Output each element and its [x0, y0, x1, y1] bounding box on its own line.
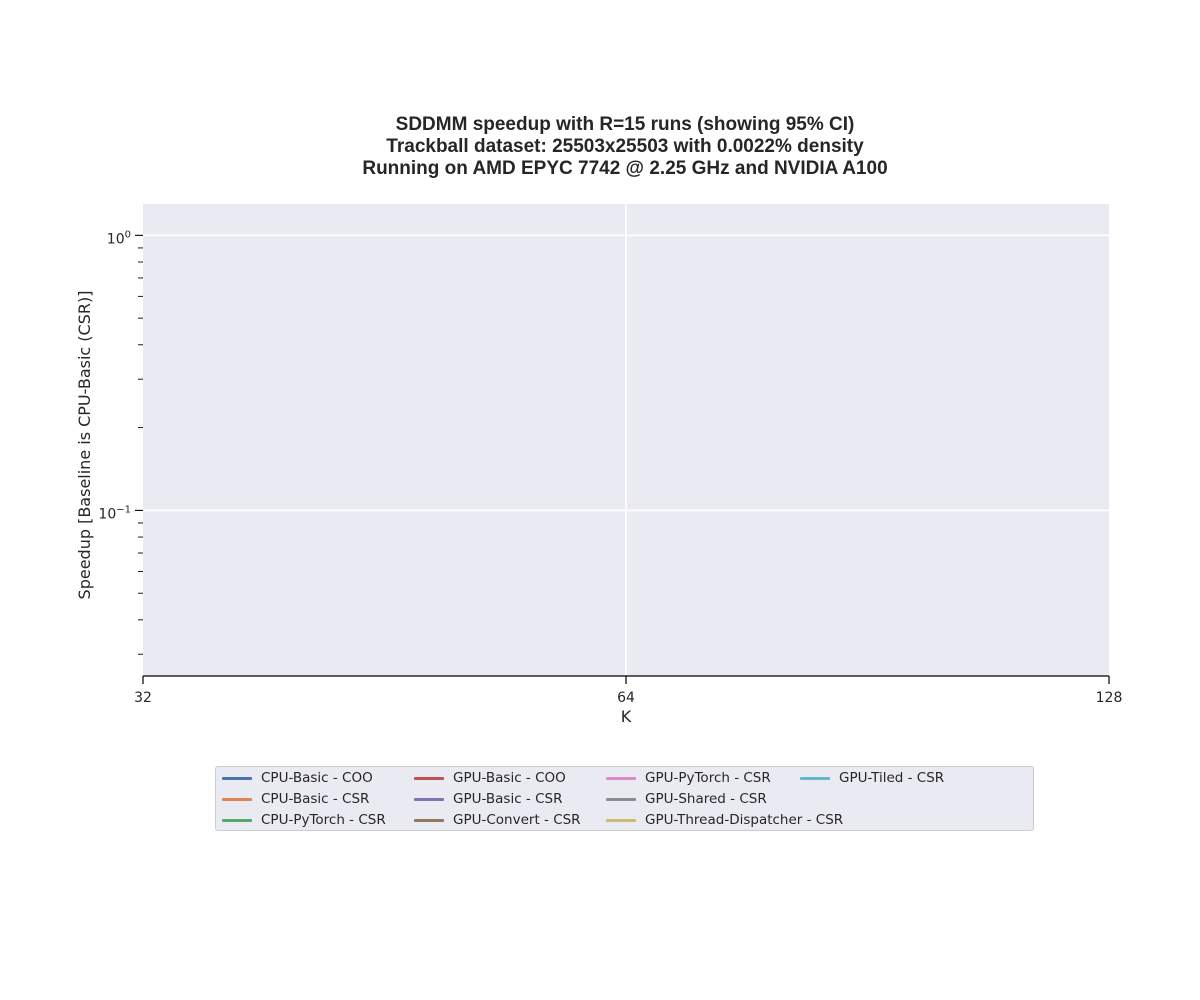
y-tick-label: 10−1 — [98, 504, 131, 522]
legend-label: GPU-Tiled - CSR — [839, 770, 945, 786]
y-tick-label: 100 — [107, 229, 131, 247]
x-tick-label: 32 — [134, 690, 152, 706]
legend-swatch — [414, 797, 444, 801]
legend-item: GPU-Shared - CSR — [606, 789, 767, 809]
legend-swatch — [222, 776, 252, 780]
legend-item: GPU-Thread-Dispatcher - CSR — [606, 810, 843, 830]
legend-item: CPU-PyTorch - CSR — [222, 810, 386, 830]
legend-item: CPU-Basic - CSR — [222, 789, 369, 809]
legend-label: GPU-PyTorch - CSR — [645, 770, 771, 786]
legend-swatch — [414, 776, 444, 780]
chart-title-line-3: Running on AMD EPYC 7742 @ 2.25 GHz and … — [362, 158, 887, 179]
y-axis-label: Speedup [Baseline is CPU-Basic (CSR)] — [75, 291, 94, 600]
legend-label: GPU-Convert - CSR — [453, 812, 581, 828]
legend-item: GPU-Tiled - CSR — [800, 768, 944, 788]
legend-swatch — [222, 818, 252, 822]
legend-swatch — [222, 797, 252, 801]
legend-label: GPU-Basic - CSR — [453, 791, 563, 807]
x-axis-label: K — [621, 707, 632, 726]
legend-item: CPU-Basic - COO — [222, 768, 373, 788]
legend-swatch — [606, 818, 636, 822]
legend-swatch — [606, 797, 636, 801]
legend-label: CPU-PyTorch - CSR — [261, 812, 386, 828]
chart-title-line-2: Trackball dataset: 25503x25503 with 0.00… — [386, 136, 864, 157]
axes: 32 64 128 100 10−1 — [98, 229, 1122, 706]
legend-item: GPU-PyTorch - CSR — [606, 768, 771, 788]
legend-item: GPU-Basic - CSR — [414, 789, 562, 809]
legend-label: CPU-Basic - COO — [261, 770, 373, 786]
legend-label: CPU-Basic - CSR — [261, 791, 370, 807]
legend-swatch — [414, 818, 444, 822]
chart-title: SDDMM speedup with R=15 runs (showing 95… — [362, 114, 887, 179]
legend-swatch — [606, 776, 636, 780]
x-tick-label: 64 — [617, 690, 635, 706]
legend-label: GPU-Thread-Dispatcher - CSR — [645, 812, 844, 828]
legend-label: GPU-Basic - COO — [453, 770, 566, 786]
chart-legend: CPU-Basic - COO CPU-Basic - CSR CPU-PyTorc… — [215, 766, 1034, 831]
legend-item: GPU-Basic - COO — [414, 768, 566, 788]
legend-item: GPU-Convert - CSR — [414, 810, 581, 830]
x-tick-label: 128 — [1096, 690, 1123, 706]
legend-label: GPU-Shared - CSR — [645, 791, 767, 807]
legend-swatch — [800, 776, 830, 780]
chart-title-line-1: SDDMM speedup with R=15 runs (showing 95… — [396, 114, 855, 135]
grid-lines — [143, 204, 1109, 676]
